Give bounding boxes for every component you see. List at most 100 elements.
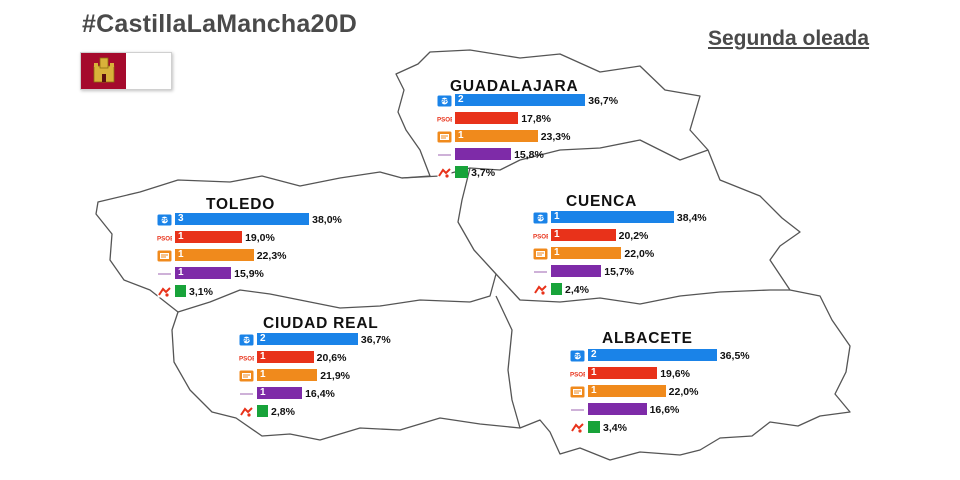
value-label-toledo-pp: 38,0% [312,214,342,226]
value-label-albacete-pp: 36,5% [719,350,750,362]
pp-logo-icon: PP [570,349,585,362]
border-toledo-ciudadreal [177,289,471,313]
psoe-logo-icon: PSOE [533,229,550,241]
seat-count-ciudad-real-cs: 1 [260,369,266,380]
value-label-toledo-cs: 22,3% [256,250,287,262]
bar-cuenca-psoe [551,229,616,241]
seat-count-albacete-psoe: 1 [591,367,597,378]
bar-ciudad-real-psoe [257,351,314,363]
svg-text:PP: PP [574,354,581,360]
seat-count-cuenca-cs: 1 [554,247,560,258]
bar-cuenca-podemos [551,265,602,277]
value-label-albacete-iu: 3,4% [603,422,627,434]
iu-logo-icon [570,421,585,434]
bar-toledo-podemos [175,267,232,279]
svg-text:PSOE: PSOE [570,372,585,379]
svg-text:PSOE: PSOE [533,234,548,241]
value-label-guadalajara-iu: 3,7% [471,167,496,179]
seat-count-albacete-cs: 1 [591,385,597,396]
border-toledo-cuenca [457,167,497,303]
value-label-guadalajara-psoe: 17,8% [521,113,551,125]
svg-text:PSOE: PSOE [437,117,452,124]
value-label-toledo-psoe: 19,0% [245,232,275,244]
bar-toledo-iu [175,285,186,297]
value-label-albacete-psoe: 19,6% [660,368,690,380]
bar-guadalajara-iu [455,166,469,178]
bar-ciudad-real-pp [257,333,358,345]
bar-ciudad-real-cs [257,369,318,381]
wave-label: Segunda oleada [708,27,870,50]
podemos-logo-icon [157,267,172,279]
value-label-ciudad-real-iu: 2,8% [271,406,295,418]
border-cuenca-albacete [495,273,790,305]
castle-crest-icon [93,57,115,83]
province-title-albacete: ALBACETE [602,330,693,347]
pp-logo-icon: PP [533,211,548,224]
iu-logo-icon [239,405,254,418]
bar-toledo-cs [175,249,254,261]
value-label-ciudad-real-pp: 36,7% [360,334,391,346]
pp-logo-icon: PP [157,213,172,226]
bar-cuenca-cs [551,247,622,259]
value-label-ciudad-real-cs: 21,9% [320,370,350,382]
bar-albacete-cs [588,385,666,397]
value-label-albacete-podemos: 16,6% [649,404,680,416]
iu-logo-icon [157,285,172,298]
podemos-logo-icon [570,403,585,415]
ciudadanos-logo-icon [437,130,452,143]
value-label-cuenca-iu: 2,4% [565,284,589,296]
seat-count-cuenca-psoe: 1 [554,229,560,240]
psoe-logo-icon: PSOE [570,367,587,379]
iu-logo-icon [533,283,548,296]
seat-count-toledo-pp: 3 [178,213,184,224]
psoe-logo-icon: PSOE [239,351,256,363]
value-label-ciudad-real-podemos: 16,4% [305,388,335,400]
value-label-guadalajara-podemos: 15,8% [514,149,544,161]
svg-text:PP: PP [243,338,250,344]
podemos-logo-icon [437,148,452,160]
svg-text:PP: PP [441,99,448,105]
value-label-cuenca-psoe: 20,2% [618,230,649,242]
bar-ciudad-real-podemos [257,387,303,399]
bar-albacete-podemos [588,403,647,415]
seat-count-guadalajara-cs: 1 [458,130,464,141]
hashtag-title: #CastillaLaMancha20D [82,10,357,38]
ciudadanos-logo-icon [239,369,254,382]
bar-guadalajara-podemos [455,148,512,160]
bar-guadalajara-cs [455,130,538,142]
psoe-logo-icon: PSOE [157,231,174,243]
province-title-guadalajara: GUADALAJARA [450,78,579,95]
seat-count-toledo-psoe: 1 [178,231,184,242]
seat-count-ciudad-real-pp: 2 [260,333,266,344]
seat-count-toledo-cs: 1 [178,249,184,260]
pp-logo-icon: PP [437,94,452,107]
seat-count-cuenca-pp: 1 [554,211,560,222]
value-label-cuenca-pp: 38,4% [676,212,707,224]
ciudadanos-logo-icon [570,385,585,398]
bar-cuenca-pp [551,211,674,223]
value-label-guadalajara-cs: 23,3% [540,131,571,143]
seat-count-ciudad-real-podemos: 1 [260,387,266,398]
bar-guadalajara-pp [455,94,586,106]
svg-text:PP: PP [161,218,168,224]
pp-logo-icon: PP [239,333,254,346]
bar-guadalajara-psoe [455,112,519,124]
svg-text:PP: PP [537,216,544,222]
podemos-logo-icon [533,265,548,277]
province-title-toledo: TOLEDO [206,196,276,213]
bar-toledo-pp [175,213,310,225]
bar-ciudad-real-iu [257,405,268,417]
seat-count-ciudad-real-psoe: 1 [260,351,266,362]
iu-logo-icon [437,166,452,179]
value-label-toledo-podemos: 15,9% [234,268,264,280]
bar-albacete-psoe [588,367,658,379]
region-outline [95,49,851,461]
value-label-albacete-cs: 22,0% [668,386,699,398]
ciudadanos-logo-icon [533,247,548,260]
bar-albacete-iu [588,421,600,433]
value-label-cuenca-cs: 22,0% [624,248,655,260]
seat-count-albacete-pp: 2 [591,349,597,360]
castilla-la-mancha-flag [80,52,172,90]
province-title-cuenca: CUENCA [566,193,638,210]
bar-toledo-psoe [175,231,243,243]
